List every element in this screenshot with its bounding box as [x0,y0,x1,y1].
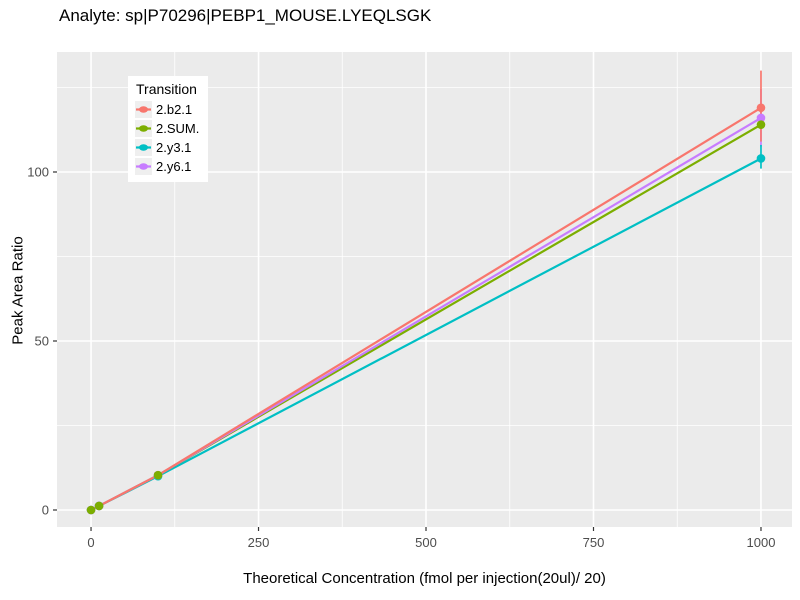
legend-item-label: 2.SUM. [156,121,200,136]
data-point-2.SUM. [153,470,163,480]
legend-title: Transition [136,81,197,97]
series-lines [90,106,762,511]
data-point-2.y3.1 [756,154,766,163]
data-point-2.y6.1 [756,113,766,123]
y-axis-title: Peak Area Ratio [9,236,27,345]
y-tick-label: 100 [27,164,49,179]
data-point-2.SUM. [756,120,766,129]
legend-key-icon [135,120,152,137]
y-tick-label: 50 [35,333,49,348]
legend-key-icon [135,101,152,118]
x-tick-label: 250 [248,535,270,550]
legend-item-label: 2.y6.1 [156,159,192,174]
legend: Transition 2.b2.1 2.SUM. 2.y3.1 2.y6.1 [128,76,209,182]
legend-key-icon [135,158,152,175]
legend-item-2.y6.1: 2.y6.1 [135,158,199,175]
data-point-2.b2.1 [756,103,766,113]
legend-key-icon [135,139,152,156]
data-point-2.SUM. [86,505,96,515]
x-tick-label: 750 [583,535,605,550]
legend-item-2.SUM.: 2.SUM. [135,120,199,137]
legend-item-2.y3.1: 2.y3.1 [135,139,199,156]
x-axis-ticks: 0 250 500 750 1000 [87,527,775,550]
legend-item-label: 2.y3.1 [156,140,192,155]
x-tick-label: 0 [87,535,94,550]
x-axis-title: Theoretical Concentration (fmol per inje… [243,570,606,587]
legend-item-label: 2.b2.1 [156,102,193,117]
y-tick-label: 0 [42,502,49,517]
chart-title: Analyte: sp|P70296|PEBP1_MOUSE.LYEQLSGK [59,6,432,25]
x-tick-label: 500 [415,535,437,550]
data-point-2.SUM. [94,501,104,511]
series-line-2.b2.1 [90,106,762,511]
data-points [86,103,766,515]
x-tick-label: 1000 [747,535,776,550]
legend-item-2.b2.1: 2.b2.1 [135,101,199,118]
gridlines [57,52,792,527]
y-axis-ticks: 0 50 100 [27,164,57,517]
